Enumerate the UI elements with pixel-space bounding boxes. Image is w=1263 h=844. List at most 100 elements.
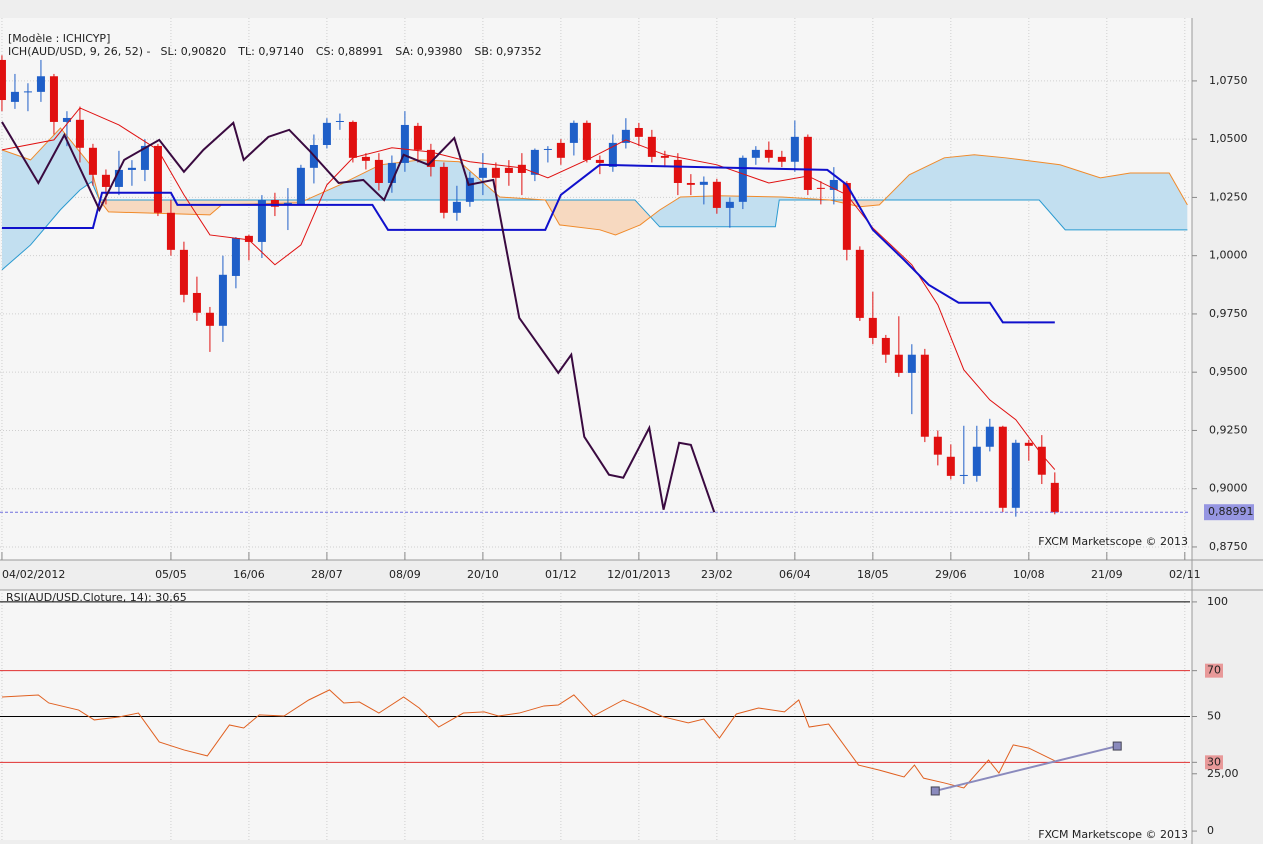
candle-body (374, 159, 383, 183)
candle-body (439, 166, 448, 213)
candle-body (816, 187, 825, 189)
candle-body (647, 136, 656, 157)
candle-body (543, 148, 552, 150)
candle-body (127, 167, 136, 170)
candle-body (738, 157, 747, 202)
watermark: FXCM Marketscope © 2013 (1038, 828, 1188, 841)
legend-entry: TL: 0,97140 (237, 45, 304, 58)
candle-body (335, 120, 344, 122)
candle-body (829, 179, 838, 190)
indicator-line (1, 181, 1188, 271)
level-label-box (1205, 755, 1223, 770)
candle-body (75, 119, 84, 148)
legend-entry: SL: 0,90820 (160, 45, 226, 58)
y-tick-label: 0 (1207, 824, 1214, 837)
last-close-label: 0,88991 (1208, 505, 1254, 518)
y-tick-label: 30 (1207, 755, 1221, 768)
y-tick-label: 50 (1207, 709, 1221, 722)
rsi-line (1, 689, 1056, 789)
candle-body (868, 317, 877, 338)
candle-body (478, 167, 487, 178)
candle-body (296, 167, 305, 205)
candle-body (673, 159, 682, 183)
x-tick-label: 28/07 (311, 568, 343, 581)
candle-body (582, 122, 591, 160)
indicator-line (1, 163, 1055, 324)
candle-body (101, 174, 110, 187)
candle-body (387, 162, 396, 183)
candle-body (257, 199, 266, 242)
candle-body (348, 121, 357, 158)
candle-body (218, 274, 227, 326)
candle-body (1024, 442, 1033, 446)
legend-entry: SB: 0,97352 (474, 45, 541, 58)
candle-body (361, 156, 370, 161)
candle-body (504, 167, 513, 173)
candle-body (998, 426, 1007, 508)
indicator-line (1, 127, 1188, 236)
indicator-line (1, 121, 716, 513)
x-tick-label: 10/08 (1013, 568, 1045, 581)
candle-body (894, 354, 903, 373)
candle-body (608, 142, 617, 167)
y-tick-label: 1,0500 (1209, 132, 1248, 145)
indicator-label: ICH(AUD/USD, 9, 26, 52) - (8, 45, 151, 58)
candle-body (140, 145, 149, 170)
candle-body (959, 474, 968, 476)
candle-body (452, 201, 461, 213)
candle-body (530, 149, 539, 175)
price-panel: 0,8750 0,9000 0,9250 0,9500 0,9750 1,0000 1,02… (0, 18, 1254, 581)
x-tick-label: 06/04 (779, 568, 811, 581)
candle-body (699, 181, 708, 185)
candle-body (153, 145, 162, 213)
candle-body (166, 212, 175, 250)
candle-body (933, 436, 942, 455)
y-tick-label: 0,9250 (1209, 423, 1248, 436)
candle-body (569, 122, 578, 143)
candle-body (192, 292, 201, 313)
candle-body (595, 159, 604, 163)
candle-body (270, 199, 279, 207)
candle-body (855, 249, 864, 318)
candle-body (621, 129, 630, 143)
x-tick-label: 20/10 (467, 568, 499, 581)
candle-body (322, 122, 331, 145)
candle-body (556, 142, 565, 158)
x-tick-label: 18/05 (857, 568, 889, 581)
candle-body (62, 117, 71, 122)
candle-body (426, 149, 435, 167)
candle-body (1011, 442, 1020, 508)
candle-body (413, 125, 422, 150)
y-tick-label: 0,9000 (1209, 482, 1248, 495)
candle-body (244, 235, 253, 242)
candle-body (1037, 446, 1046, 475)
indicator-line (1, 107, 1056, 470)
y-tick-label: 0,9750 (1209, 307, 1248, 320)
candle-body (88, 147, 97, 175)
candle-body (972, 446, 981, 476)
trendline-handle (1112, 741, 1122, 751)
x-tick-label: 12/01/2013 (607, 568, 670, 581)
x-tick-label: 16/06 (233, 568, 265, 581)
level-label-box (1205, 663, 1223, 678)
price-plot-area (0, 18, 1192, 560)
candle-body (1050, 482, 1059, 513)
candle-body (842, 182, 851, 250)
candle-body (634, 127, 643, 137)
candle-body (920, 354, 929, 437)
candle-body (985, 426, 994, 447)
watermark: FXCM Marketscope © 2013 (1038, 535, 1188, 548)
y-tick-label: 1,0750 (1209, 74, 1248, 87)
candle-body (179, 249, 188, 295)
y-tick-label: 0,8750 (1209, 540, 1248, 553)
y-tick-label: 25,00 (1207, 767, 1239, 780)
x-tick-label: 23/02 (701, 568, 733, 581)
candle-body (491, 167, 500, 178)
x-tick-label: 08/09 (389, 568, 421, 581)
y-tick-label: 1,0250 (1209, 190, 1248, 203)
candle-body (881, 337, 890, 355)
x-tick-label: 05/05 (155, 568, 187, 581)
candle-body (712, 181, 721, 208)
y-tick-label: 100 (1207, 595, 1228, 608)
